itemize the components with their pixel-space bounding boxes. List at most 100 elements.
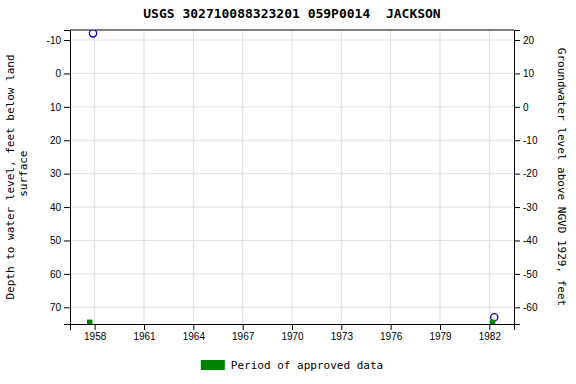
- chart: 1958 1961 1964 1967 1970 1973 1976 1979 1982 -10 0…: [0, 0, 576, 384]
- tick: 60: [50, 269, 70, 280]
- tick-label: 0: [523, 102, 529, 113]
- tick-label: 1973: [331, 331, 354, 342]
- tick-mark: [514, 240, 520, 241]
- tick-mark: [514, 140, 520, 141]
- tick-label: 1961: [133, 331, 156, 342]
- grid-line-y: [70, 73, 514, 74]
- tick: 0: [514, 102, 529, 113]
- tick-label: 70: [50, 302, 62, 313]
- grid-line-x: [341, 30, 342, 324]
- tick-label: -40: [523, 235, 538, 246]
- tick: 30: [50, 168, 70, 179]
- tick-label: 1979: [429, 331, 452, 342]
- tick-mark: [193, 324, 194, 330]
- tick-mark: [292, 324, 293, 330]
- tick-mark: [64, 174, 70, 175]
- square-marker: [490, 320, 495, 324]
- tick-mark: [514, 174, 520, 175]
- tick-mark: [440, 324, 441, 330]
- tick-label: 1970: [281, 331, 304, 342]
- grid-line-x: [440, 30, 441, 324]
- legend-item: Period of approved data: [201, 359, 383, 372]
- tick-label: 1982: [479, 331, 502, 342]
- grid-line-x: [94, 30, 95, 324]
- tick: 0: [55, 68, 70, 79]
- tick: 50: [50, 235, 70, 246]
- tick-mark: [243, 324, 244, 330]
- y-axis: -10 0 10 20 30 40 50 60 70: [47, 31, 71, 325]
- tick-label: -50: [523, 269, 538, 280]
- tick-mark: [64, 107, 70, 108]
- tick: -20: [514, 168, 538, 179]
- tick-label: -10: [523, 135, 538, 146]
- tick-mark: [514, 107, 520, 108]
- legend: Period of approved data: [201, 359, 383, 372]
- tick: 70: [50, 302, 70, 313]
- tick-mark: [64, 207, 70, 208]
- point: [89, 30, 96, 37]
- tick: 1976: [380, 324, 403, 342]
- tick-label: 1976: [380, 331, 403, 342]
- plot: 1958 1961 1964 1967 1970 1973 1976 1979 1982 -10 0…: [4, 30, 568, 342]
- tick: -10: [47, 35, 70, 46]
- legend-label: Period of approved data: [231, 359, 383, 372]
- tick: 1964: [183, 324, 206, 342]
- tick-mark: [391, 324, 392, 330]
- tick-label: 10: [50, 102, 62, 113]
- grid-line-y: [70, 207, 514, 208]
- tick-mark: [514, 307, 520, 308]
- tick-label: 0: [55, 68, 61, 79]
- legend-swatch: [201, 360, 225, 370]
- tick-mark: [64, 40, 70, 41]
- y-axis-title-line: Depth to water level, feet below land: [4, 54, 17, 299]
- tick-label: 10: [523, 68, 535, 79]
- grid-line-y: [70, 173, 514, 174]
- tick-label: 30: [50, 168, 62, 179]
- tick-mark: [489, 324, 490, 330]
- axis-line: [515, 31, 521, 325]
- tick-label: -60: [523, 302, 538, 313]
- tick: 1973: [331, 324, 354, 342]
- grid-line-x: [489, 30, 490, 324]
- tick-label: 20: [523, 35, 535, 46]
- tick-label: -10: [47, 35, 62, 46]
- tick-mark: [64, 240, 70, 241]
- grid-line-y: [70, 307, 514, 308]
- frame-top: [70, 30, 514, 31]
- tick: -30: [514, 202, 538, 213]
- tick: 1979: [429, 324, 452, 342]
- tick-mark: [64, 73, 70, 74]
- tick: 10: [514, 68, 535, 79]
- tick-mark: [514, 207, 520, 208]
- tick: -40: [514, 235, 538, 246]
- tick-label: 1967: [232, 331, 255, 342]
- y2-axis-title: Groundwater level above NGVD 1929, feet: [555, 48, 568, 306]
- tick-mark: [341, 324, 342, 330]
- title: USGS 302710088323201 059P0014 JACKSON: [143, 6, 441, 21]
- tick-mark: [514, 73, 520, 74]
- tick-label: 1958: [84, 331, 107, 342]
- tick-label: 20: [50, 135, 62, 146]
- tick: 1970: [281, 324, 304, 342]
- grid-line-x: [292, 30, 293, 324]
- tick-mark: [64, 307, 70, 308]
- tick-label: 50: [50, 235, 62, 246]
- tick-label: 60: [50, 269, 62, 280]
- tick-label: -20: [523, 168, 538, 179]
- series: [89, 30, 498, 321]
- square-marker: [87, 320, 92, 324]
- axis-line: [64, 31, 71, 325]
- y-axis-title: Depth to water level, feet below land su…: [4, 54, 30, 299]
- grid-line-x: [144, 30, 145, 324]
- tick-label: 1964: [183, 331, 206, 342]
- tick: -60: [514, 302, 538, 313]
- grid-line-y: [70, 106, 514, 107]
- grid-line-y: [70, 40, 514, 41]
- x-axis: 1958 1961 1964 1967 1970 1973 1976 1979 1982: [71, 324, 515, 342]
- tick: 1982: [479, 324, 502, 342]
- tick-label: 40: [50, 202, 62, 213]
- tick-mark: [64, 274, 70, 275]
- tick: 1967: [232, 324, 255, 342]
- tick-mark: [144, 324, 145, 330]
- tick-mark: [514, 40, 520, 41]
